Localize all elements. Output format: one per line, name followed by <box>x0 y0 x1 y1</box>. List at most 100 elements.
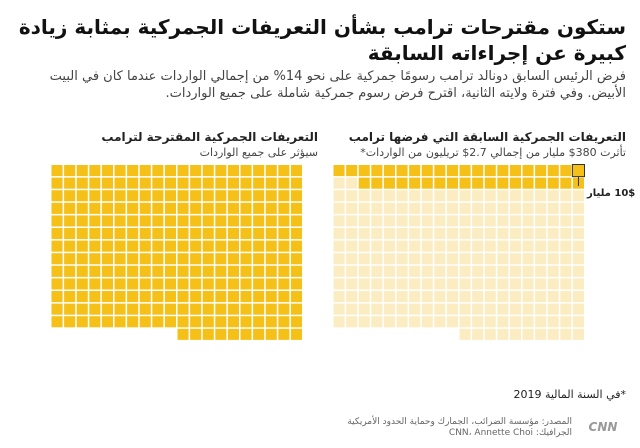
waffle-square-filled <box>215 265 227 277</box>
waffle-square-filled <box>522 177 534 189</box>
waffle-square-empty <box>383 253 395 265</box>
waffle-square-filled <box>177 228 189 240</box>
waffle-square-filled <box>64 202 76 214</box>
waffle-square-empty <box>396 215 408 227</box>
waffle-square-filled <box>265 190 277 202</box>
waffle-square-filled <box>139 265 151 277</box>
waffle-square-empty <box>547 202 559 214</box>
waffle-square-filled <box>164 202 176 214</box>
waffle-square-filled <box>202 215 214 227</box>
waffle-square-filled <box>127 240 139 252</box>
waffle-square-filled <box>202 316 214 328</box>
waffle-square-empty <box>371 291 383 303</box>
waffle-square-empty <box>383 278 395 290</box>
waffle-square-filled <box>51 228 63 240</box>
waffle-square-filled <box>101 190 113 202</box>
waffle-square-filled <box>64 240 76 252</box>
waffle-square-empty <box>346 177 358 189</box>
waffle-square-empty <box>434 316 446 328</box>
waffle-square-empty <box>484 215 496 227</box>
waffle-square-empty <box>522 228 534 240</box>
waffle-square-filled <box>89 190 101 202</box>
waffle-square-filled <box>51 316 63 328</box>
waffle-square-filled <box>227 202 239 214</box>
waffle-square-empty <box>472 303 484 315</box>
right-panel-subtitle: سيؤثر على جميع الواردات <box>199 146 318 159</box>
waffle-square-filled <box>265 215 277 227</box>
left-panel-title: التعريفات الجمركية السابقة التي فرضها تر… <box>348 130 626 144</box>
waffle-square-empty <box>446 202 458 214</box>
waffle-square-filled <box>358 177 370 189</box>
waffle-square-filled <box>253 202 265 214</box>
waffle-square-filled <box>76 316 88 328</box>
waffle-square-filled <box>215 240 227 252</box>
waffle-square-filled <box>152 303 164 315</box>
waffle-square-filled <box>265 265 277 277</box>
waffle-square-empty <box>333 253 345 265</box>
waffle-square-filled <box>101 240 113 252</box>
waffle-square-empty <box>409 215 421 227</box>
waffle-square-filled <box>396 165 408 177</box>
waffle-square-filled <box>177 202 189 214</box>
waffle-square-filled <box>290 316 302 328</box>
waffle-square-filled <box>89 165 101 177</box>
waffle-square-filled <box>484 165 496 177</box>
waffle-square-empty <box>446 228 458 240</box>
waffle-square-empty <box>358 215 370 227</box>
waffle-square-empty <box>560 328 572 340</box>
waffle-square-empty <box>560 215 572 227</box>
waffle-square-filled <box>215 228 227 240</box>
waffle-square-empty <box>459 303 471 315</box>
waffle-square-filled <box>64 190 76 202</box>
waffle-square-filled <box>396 177 408 189</box>
waffle-square-empty <box>522 190 534 202</box>
waffle-square-empty <box>371 316 383 328</box>
waffle-square-filled <box>278 303 290 315</box>
waffle-square-empty <box>497 190 509 202</box>
waffle-square-filled <box>484 177 496 189</box>
waffle-square-filled <box>177 316 189 328</box>
waffle-square-empty <box>434 265 446 277</box>
waffle-square-filled <box>114 303 126 315</box>
waffle-square-filled <box>177 165 189 177</box>
waffle-square-filled <box>139 215 151 227</box>
waffle-square-filled <box>202 228 214 240</box>
waffle-square-empty <box>434 190 446 202</box>
waffle-square-empty <box>572 278 584 290</box>
waffle-square-filled <box>227 328 239 340</box>
waffle-square-filled <box>290 177 302 189</box>
waffle-square-empty <box>421 278 433 290</box>
waffle-square-filled <box>535 177 547 189</box>
waffle-square-filled <box>253 303 265 315</box>
waffle-square-filled <box>76 291 88 303</box>
waffle-square-empty <box>446 278 458 290</box>
waffle-square-empty <box>535 328 547 340</box>
waffle-square-empty <box>547 265 559 277</box>
waffle-square-empty <box>547 228 559 240</box>
waffle-square-filled <box>139 165 151 177</box>
waffle-square-empty <box>358 190 370 202</box>
waffle-square-empty <box>383 215 395 227</box>
waffle-square-filled <box>383 177 395 189</box>
waffle-square-filled <box>64 177 76 189</box>
waffle-square-filled <box>164 228 176 240</box>
waffle-square-filled <box>509 177 521 189</box>
waffle-square-empty <box>333 265 345 277</box>
waffle-square-filled <box>290 291 302 303</box>
waffle-square-empty <box>383 303 395 315</box>
waffle-square-empty <box>409 228 421 240</box>
waffle-square-filled <box>227 253 239 265</box>
waffle-square-empty <box>446 303 458 315</box>
waffle-square-filled <box>190 190 202 202</box>
waffle-square-empty <box>560 316 572 328</box>
waffle-square-filled <box>472 177 484 189</box>
waffle-square-filled <box>265 228 277 240</box>
waffle-square-filled <box>164 253 176 265</box>
waffle-square-filled <box>190 253 202 265</box>
waffle-square-filled <box>139 228 151 240</box>
waffle-square-empty <box>446 215 458 227</box>
waffle-square-filled <box>253 228 265 240</box>
waffle-square-filled <box>177 240 189 252</box>
waffle-square-filled <box>114 265 126 277</box>
waffle-square-empty <box>371 190 383 202</box>
